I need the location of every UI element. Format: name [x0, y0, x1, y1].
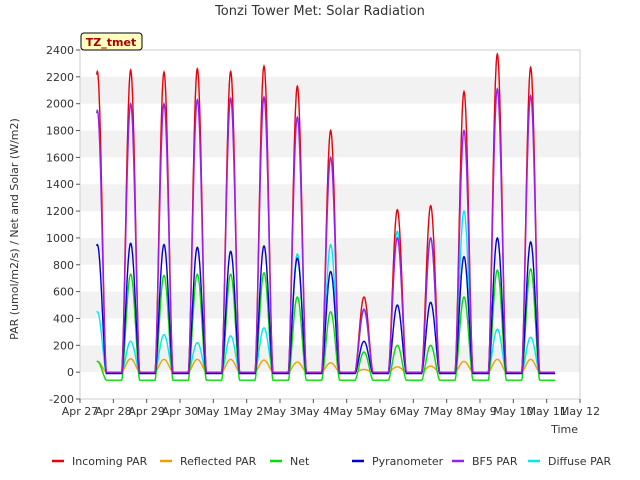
y-tick-label: -200 — [49, 393, 74, 406]
y-tick-label: 2000 — [46, 98, 74, 111]
x-tick-label: Apr 28 — [95, 405, 132, 418]
x-tick-label: May 6 — [363, 405, 396, 418]
legend-label: BF5 PAR — [472, 455, 518, 468]
x-tick-label: May 9 — [463, 405, 496, 418]
grid-band — [80, 237, 580, 265]
legend-label: Incoming PAR — [72, 455, 148, 468]
x-axis-label: Time — [550, 423, 578, 436]
y-tick-label: 1600 — [46, 151, 74, 164]
annotation-label: TZ_tmet — [86, 36, 136, 49]
grid-band — [80, 76, 580, 104]
legend-entry-pyranometer: Pyranometer — [352, 455, 444, 468]
legend-entry-diffuse-par: Diffuse PAR — [528, 455, 612, 468]
legend-label: Reflected PAR — [180, 455, 257, 468]
legend-label: Diffuse PAR — [548, 455, 612, 468]
y-tick-label: 0 — [67, 366, 74, 379]
y-tick-label: 400 — [53, 312, 74, 325]
y-tick-label: 1200 — [46, 205, 74, 218]
x-tick-label: May 1 — [197, 405, 230, 418]
y-tick-label: 1800 — [46, 125, 74, 138]
y-tick-label: 1400 — [46, 178, 74, 191]
x-tick-label: Apr 27 — [62, 405, 99, 418]
legend-label: Pyranometer — [372, 455, 444, 468]
x-tick-label: May 7 — [397, 405, 430, 418]
y-tick-label: 600 — [53, 286, 74, 299]
y-axis: -200 0 200 400 600 800 1000 1200 1400 1600 1800 200… — [46, 44, 80, 406]
series-line-pyranometer — [96, 236, 555, 375]
plot-frame — [79, 49, 581, 400]
chart-title: Tonzi Tower Met: Solar Radiation — [214, 4, 425, 19]
grid-band — [80, 184, 580, 212]
y-tick-label: 1000 — [46, 232, 74, 245]
x-tick-label: May 10 — [493, 405, 533, 418]
x-tick-label: May 5 — [330, 405, 363, 418]
annotation-box: TZ_tmet — [80, 32, 143, 51]
legend-entry-bf5-par: BF5 PAR — [452, 455, 518, 468]
series-line-net — [96, 267, 555, 381]
y-tick-label: 2400 — [46, 44, 74, 57]
grid-band — [80, 345, 580, 373]
y-axis-label: PAR (umol/m2/s) / Net and Solar (W/m2) — [8, 118, 21, 340]
x-tick-label: May 3 — [263, 405, 296, 418]
legend: Incoming PAR Reflected PAR Net Pyranometer B… — [52, 455, 612, 468]
y-tick-label: 2200 — [46, 71, 74, 84]
x-tick-label: Apr 30 — [162, 405, 199, 418]
x-tick-label: May 4 — [297, 405, 330, 418]
legend-entry-incoming-par: Incoming PAR — [52, 455, 148, 468]
legend-entry-reflected-par: Reflected PAR — [160, 455, 257, 468]
x-tick-label: May 12 — [560, 405, 600, 418]
series-layer — [96, 52, 555, 381]
x-tick-label: May 8 — [430, 405, 463, 418]
x-tick-label: May 11 — [527, 405, 567, 418]
y-tick-label: 200 — [53, 339, 74, 352]
series-line-bf5-par — [96, 87, 555, 373]
y-tick-label: 800 — [53, 259, 74, 272]
x-tick-label: May 2 — [230, 405, 263, 418]
legend-entry-net: Net — [270, 455, 310, 468]
x-tick-label: Apr 29 — [128, 405, 165, 418]
legend-label: Net — [290, 455, 310, 468]
